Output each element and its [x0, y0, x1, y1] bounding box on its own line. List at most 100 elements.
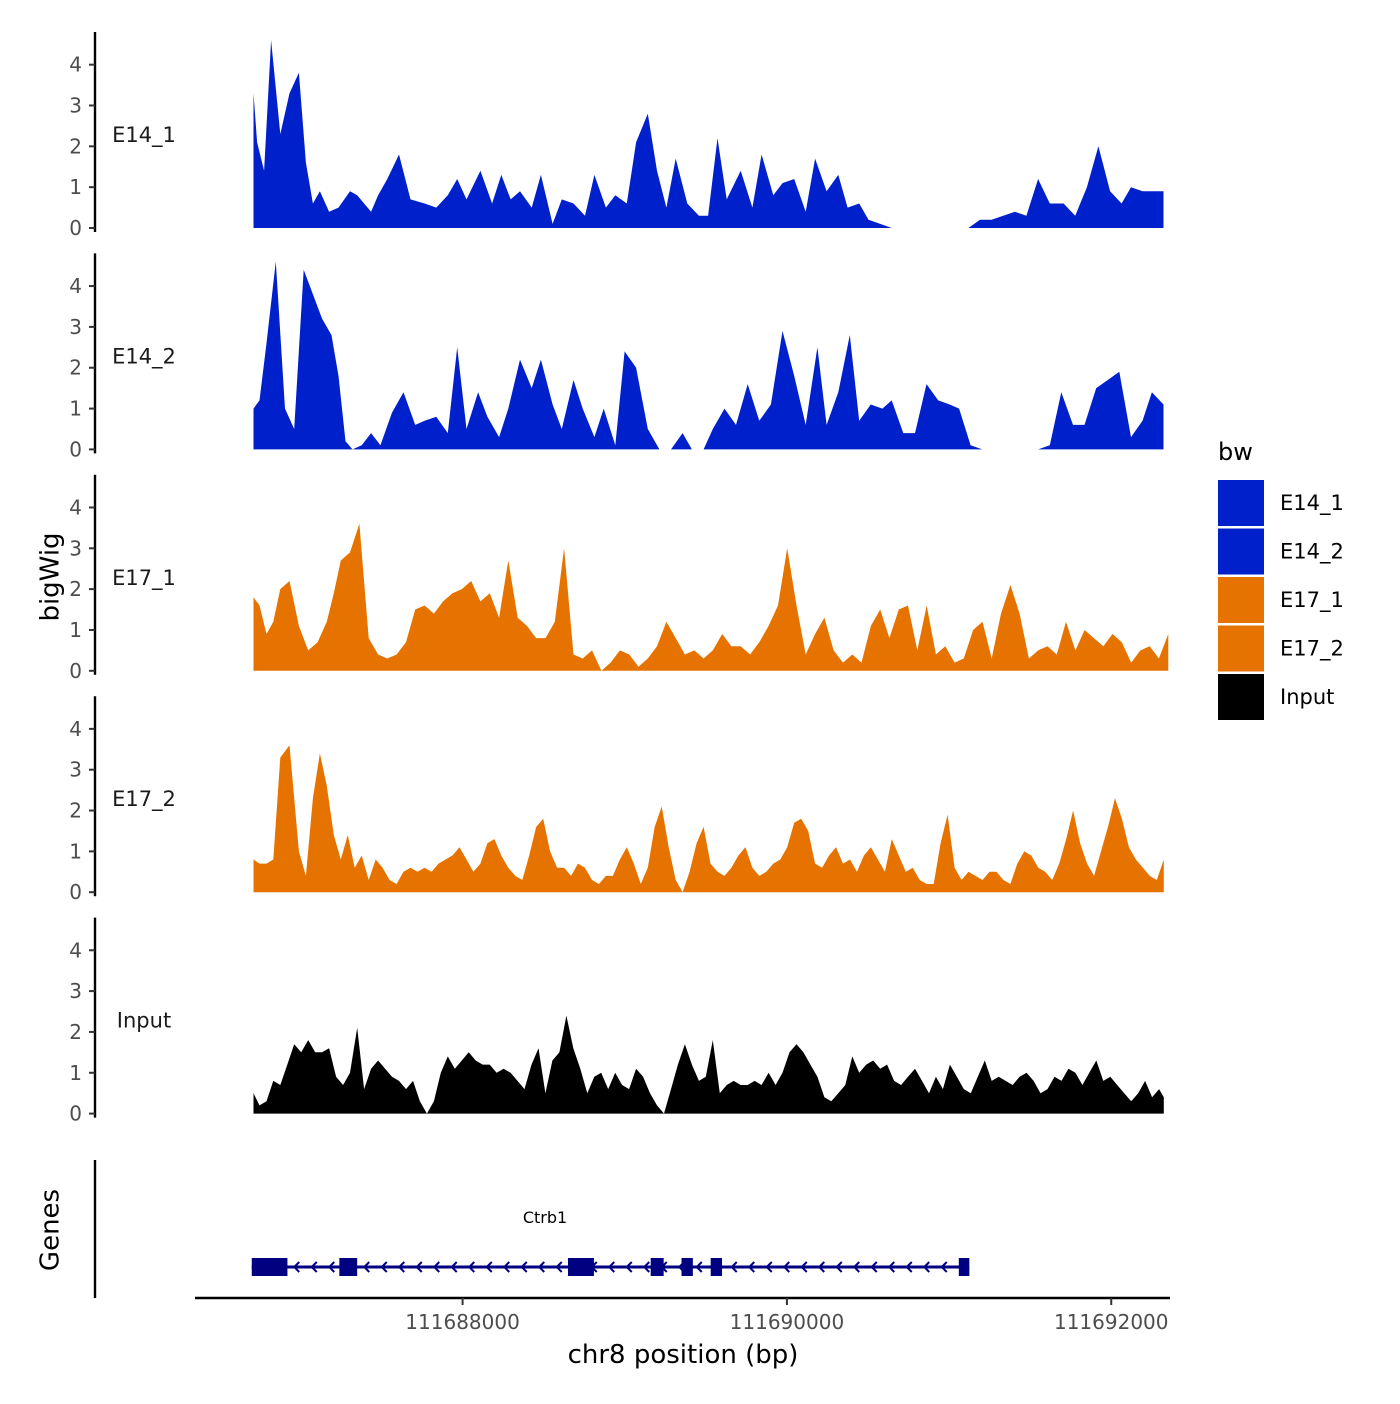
y-tick-label: 1 [69, 175, 82, 199]
y-tick-label: 1 [69, 1061, 82, 1085]
y-tick-label: 4 [69, 717, 82, 741]
y-tick-label: 4 [69, 274, 82, 298]
coverage-gap [982, 447, 994, 451]
y-tick-label: 1 [69, 397, 82, 421]
y-tick-label: 1 [69, 839, 82, 863]
strand-arrow [730, 1261, 738, 1273]
strand-arrow [817, 1261, 825, 1273]
signal-area-input [253, 1015, 1164, 1114]
strand-arrow [485, 1261, 493, 1273]
strand-arrow [467, 1261, 475, 1273]
coverage-gap [933, 226, 946, 229]
track-label: E17_2 [112, 787, 176, 812]
legend: bw E14_1 E14_2 E17_1 E17_2 Input [1218, 438, 1344, 720]
x-tick-label: 111692000 [1054, 1310, 1169, 1334]
strand-arrow [432, 1261, 440, 1273]
y-tick-label: 3 [69, 979, 82, 1003]
strand-arrow [800, 1261, 808, 1273]
coverage-gap [691, 447, 704, 451]
strand-arrow [397, 1261, 405, 1273]
y-tick-label: 0 [69, 216, 82, 240]
strand-arrow [765, 1261, 773, 1273]
legend-label: Input [1280, 685, 1334, 709]
x-axis-title: chr8 position (bp) [568, 1340, 799, 1370]
strand-arrow [520, 1261, 528, 1273]
track-e17_1: 0 1 2 3 4 E17_1 [69, 474, 1169, 683]
signal-tracks: 0 1 2 3 4 E14_1 0 1 2 3 4 E14_2 0 1 2 3 4 E17_1 0 1 2 3 4 E17_2… [69, 32, 1169, 1126]
legend-label: E17_2 [1280, 637, 1344, 662]
signal-area-e17_2 [253, 745, 1164, 893]
y-axis-title: bigWig [36, 532, 66, 621]
strand-arrow [327, 1261, 335, 1273]
y-tick-label: 4 [69, 53, 82, 77]
track-e14_1: 0 1 2 3 4 E14_1 [69, 32, 1164, 240]
y-tick-label: 2 [69, 134, 82, 158]
track-e17_2: 0 1 2 3 4 E17_2 [69, 696, 1164, 904]
coverage-gap [903, 226, 913, 229]
y-tick-label: 0 [69, 437, 82, 461]
strand-arrow [380, 1261, 388, 1273]
gene-exon [681, 1258, 693, 1276]
coverage-gap [1005, 447, 1018, 451]
coverage-gap [993, 447, 1006, 451]
strand-arrow [870, 1261, 878, 1273]
strand-arrow [625, 1261, 633, 1273]
legend-title: bw [1218, 438, 1253, 466]
coverage-gap [912, 226, 922, 229]
track-label: Input [117, 1009, 171, 1033]
strand-arrow [905, 1261, 913, 1273]
y-tick-label: 2 [69, 799, 82, 823]
legend-swatch [1218, 528, 1264, 575]
legend-swatch [1218, 625, 1264, 672]
y-tick-label: 3 [69, 94, 82, 118]
strand-arrow [782, 1261, 790, 1273]
strand-arrow [940, 1261, 948, 1273]
track-e14_2: 0 1 2 3 4 E14_2 [69, 253, 1164, 461]
coverage-gap [921, 226, 934, 229]
y-tick-label: 0 [69, 880, 82, 904]
strand-arrow [607, 1261, 615, 1273]
x-tick-label: 111688000 [405, 1310, 520, 1334]
gene-exon [567, 1258, 594, 1276]
strand-arrow [642, 1261, 650, 1273]
x-axis: 111688000 111690000 111692000 [195, 1296, 1170, 1334]
legend-label: E17_1 [1280, 588, 1344, 613]
gene-track-title: Genes [36, 1189, 66, 1271]
strand-arrow [922, 1261, 930, 1273]
legend-label: E14_1 [1280, 491, 1344, 516]
gene-exon [251, 1258, 288, 1276]
y-tick-label: 3 [69, 536, 82, 560]
track-label: E14_2 [112, 344, 176, 369]
y-tick-label: 3 [69, 315, 82, 339]
strand-arrow [835, 1261, 843, 1273]
coverage-gap [945, 226, 955, 229]
gene-exon [958, 1258, 970, 1276]
y-tick-label: 1 [69, 618, 82, 642]
y-tick-label: 0 [69, 659, 82, 683]
strand-arrow [887, 1261, 895, 1273]
strand-arrow [537, 1261, 545, 1273]
gene-model: Ctrb1 [251, 1208, 970, 1276]
coverage-gap [1017, 447, 1029, 451]
strand-arrow [555, 1261, 563, 1273]
y-tick-label: 3 [69, 758, 82, 782]
signal-area-e17_1 [253, 523, 1169, 671]
strand-arrow [747, 1261, 755, 1273]
y-tick-label: 2 [69, 577, 82, 601]
y-tick-label: 2 [69, 356, 82, 380]
coverage-gap [891, 226, 904, 229]
coverage-gap [954, 226, 969, 229]
strand-arrow [292, 1261, 300, 1273]
track-label: E14_1 [112, 123, 176, 148]
legend-swatch [1218, 577, 1264, 623]
legend-swatch [1218, 674, 1264, 720]
legend-label: E14_2 [1280, 540, 1344, 565]
gene-exon [339, 1258, 358, 1276]
strand-arrow [450, 1261, 458, 1273]
legend-swatch [1218, 480, 1264, 526]
track-label: E17_1 [112, 566, 176, 591]
strand-arrow [415, 1261, 423, 1273]
x-tick-label: 111690000 [730, 1310, 845, 1334]
